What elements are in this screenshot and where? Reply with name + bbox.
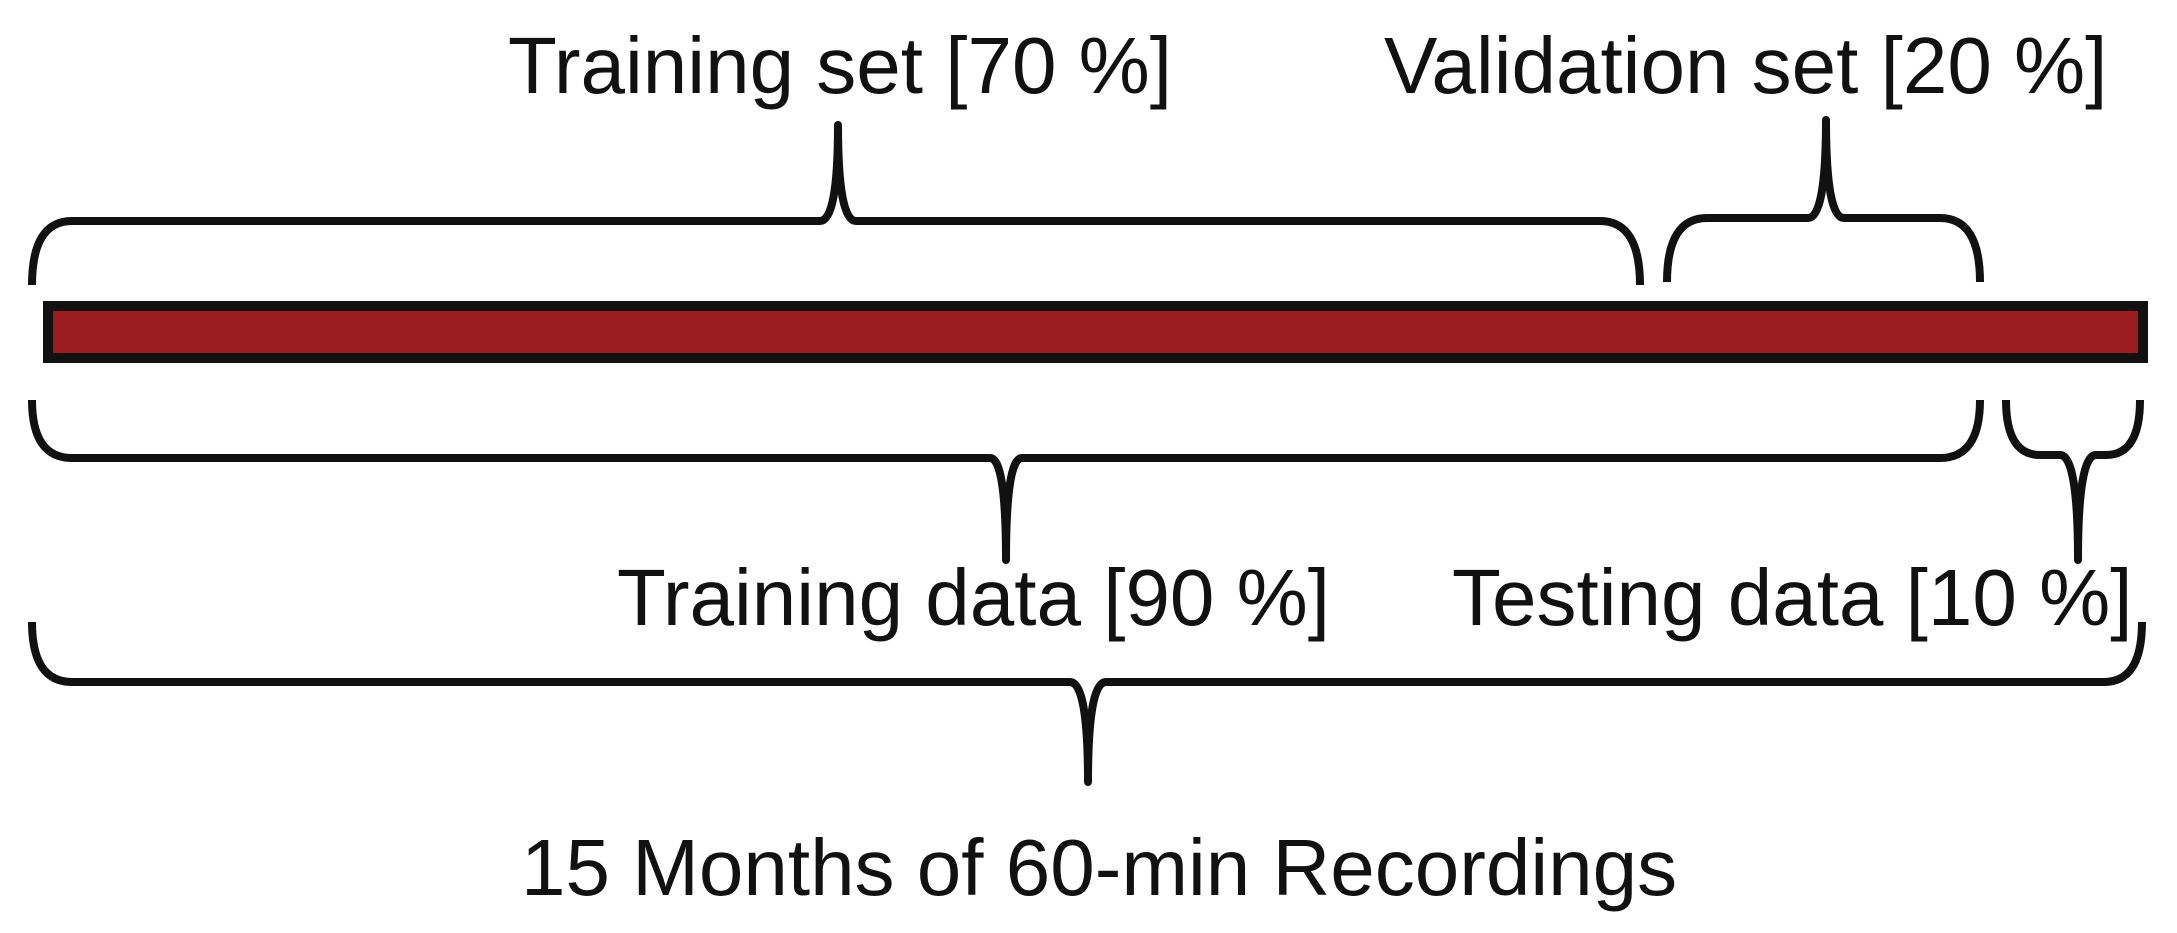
validation-set-label: Validation set [20 %] bbox=[1384, 21, 2108, 110]
total-brace bbox=[28, 621, 2146, 786]
training-set-label: Training set [70 %] bbox=[508, 21, 1173, 110]
training-data-brace bbox=[28, 399, 1984, 564]
training-data-label: Training data [90 %] bbox=[617, 553, 1331, 642]
testing-data-label: Testing data [10 %] bbox=[1452, 553, 2133, 642]
timeline-bar bbox=[43, 301, 2148, 363]
training-set-brace bbox=[28, 121, 1644, 286]
total-recordings-label: 15 Months of 60-min Recordings bbox=[521, 823, 1678, 912]
testing-data-brace bbox=[2002, 399, 2144, 564]
validation-set-brace bbox=[1663, 116, 1984, 283]
